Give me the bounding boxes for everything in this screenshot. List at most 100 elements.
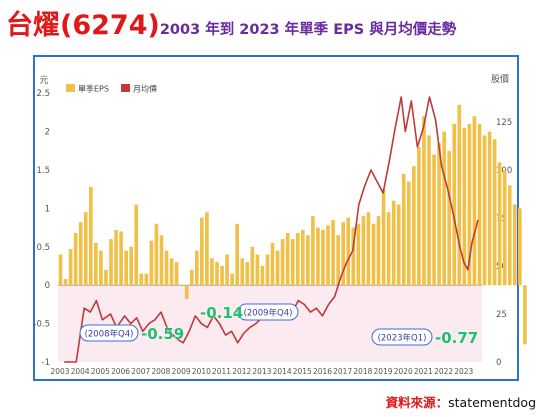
eps-bar [452, 123, 457, 286]
chart-title: 台燿(6274)2003 年到 2023 年單季 EPS 與月均價走勢 [6, 6, 551, 50]
eps-bar [326, 225, 330, 286]
eps-bar [290, 239, 295, 286]
eps-bar [235, 223, 240, 286]
annotation-label: (2008年Q4) [85, 329, 134, 340]
x-tick-label: 2021 [414, 367, 433, 376]
y-right-tick-label: 0 [496, 358, 501, 368]
eps-bar [442, 131, 446, 286]
eps-bar [356, 223, 361, 286]
eps-bar [512, 204, 517, 286]
eps-bar [497, 162, 502, 286]
title-main: 台燿(6274) [6, 10, 160, 41]
eps-bar [391, 200, 396, 286]
annotation-value: -0.77 [435, 329, 478, 347]
eps-bar [73, 232, 78, 286]
eps-bar [215, 262, 219, 286]
eps-bar [109, 239, 113, 286]
eps-bar [225, 254, 229, 286]
eps-bar [139, 273, 144, 286]
x-tick-label: 2020 [394, 367, 413, 376]
source-line: 資料來源：statementdog [386, 392, 536, 411]
eps-bar [230, 273, 234, 286]
eps-bar [467, 123, 472, 286]
eps-bar [94, 242, 98, 286]
eps-bar [124, 250, 128, 286]
y-left-tick-label: -0.5 [33, 320, 50, 330]
eps-bar [331, 219, 335, 286]
x-tick-label: 2010 [192, 367, 211, 376]
x-tick-label: 2004 [71, 367, 90, 376]
y-right-unit: 股價 [491, 74, 509, 85]
eps-bar [300, 229, 305, 286]
eps-bar [200, 217, 204, 286]
eps-bar [457, 104, 462, 286]
eps-bar [260, 266, 265, 286]
eps-bar [311, 216, 315, 286]
eps-bar [114, 229, 118, 286]
eps-bar [336, 235, 340, 286]
x-tick-label: 2006 [111, 367, 130, 376]
eps-bar [432, 154, 436, 286]
eps-bar [396, 204, 401, 286]
annotation-box [371, 328, 433, 346]
annotation-box [79, 324, 139, 342]
y-left-tick-label: 1 [45, 204, 50, 214]
eps-bar [119, 231, 123, 286]
eps-bar [422, 116, 426, 286]
eps-bar [518, 208, 522, 286]
eps-bar [159, 235, 164, 286]
eps-bar [184, 285, 189, 300]
eps-bar [280, 239, 285, 286]
legend-label-price: 月均價 [133, 84, 157, 94]
eps-bar [371, 223, 376, 286]
x-tick-label: 2013 [252, 367, 271, 376]
eps-bar [502, 170, 507, 286]
eps-bar [129, 246, 134, 286]
x-tick-label: 2005 [91, 367, 110, 376]
eps-bar [346, 217, 351, 286]
eps-bar [462, 127, 467, 286]
eps-bar [472, 116, 477, 286]
eps-bar [78, 222, 83, 286]
y-left-tick-label: 0 [45, 281, 50, 291]
y-left-tick-label: 2.5 [36, 89, 50, 99]
x-tick-label: 2022 [434, 367, 453, 376]
eps-bar [406, 181, 411, 286]
eps-bar [265, 254, 270, 286]
eps-bar [341, 222, 346, 286]
x-tick-label: 2016 [313, 367, 332, 376]
x-tick-label: 2011 [212, 367, 231, 376]
eps-bar [255, 254, 260, 286]
eps-bar [83, 212, 88, 286]
eps-bar [437, 143, 441, 286]
eps-bar [250, 246, 255, 286]
source-value: statementdog [448, 395, 536, 410]
y-left-tick-label: 0.5 [36, 243, 50, 253]
eps-bar [58, 254, 63, 286]
eps-bar [351, 227, 356, 286]
y-right-tick-label: 25 [496, 310, 507, 320]
annotation-label: (2023年Q1) [378, 333, 427, 344]
eps-bar [275, 250, 280, 286]
y-left-tick-label: -1 [42, 358, 50, 368]
eps-bar [401, 173, 406, 286]
eps-bar [134, 204, 139, 286]
eps-bar [295, 232, 300, 286]
eps-bar [164, 250, 169, 286]
eps-bar [104, 269, 108, 286]
eps-bar [179, 285, 184, 286]
x-tick-label: 2003 [51, 367, 70, 376]
eps-bar [376, 216, 381, 286]
negative-region [58, 285, 482, 362]
eps-bar [381, 189, 386, 286]
y-right-tick-label: 125 [496, 118, 512, 128]
eps-bar [194, 250, 199, 286]
legend-swatch-price [121, 84, 130, 92]
title-sub: 2003 年到 2023 年單季 EPS 與月均價走勢 [159, 22, 457, 38]
eps-bar [174, 262, 179, 286]
x-tick-label: 2009 [172, 367, 191, 376]
eps-bar [169, 258, 174, 286]
annotation-value: -0.59 [141, 325, 184, 343]
eps-bar [487, 131, 492, 286]
eps-bar [316, 227, 320, 286]
